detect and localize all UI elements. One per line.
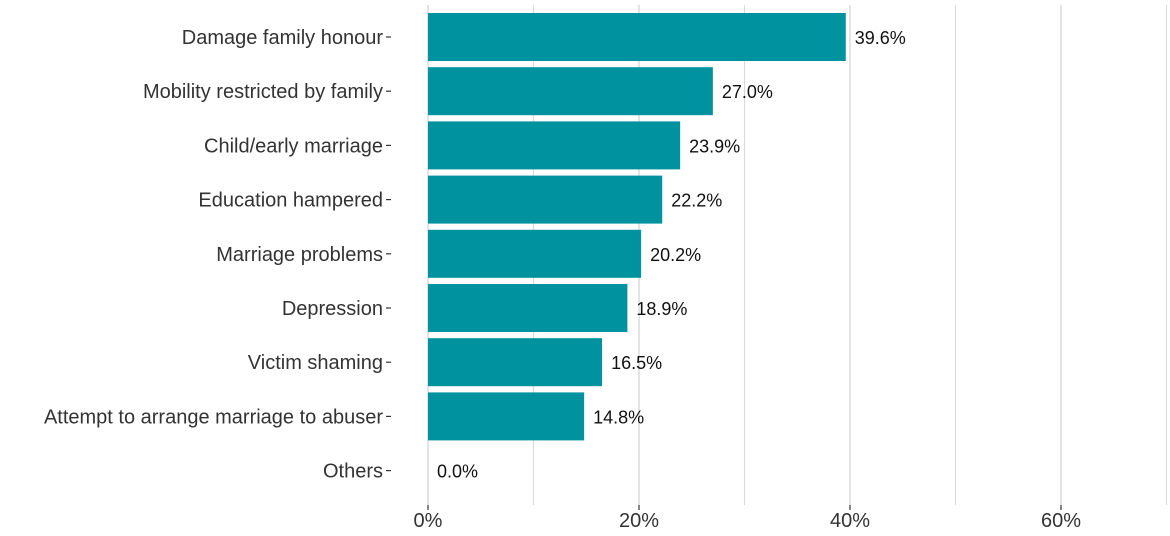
- bar: [428, 229, 642, 278]
- bar: [428, 121, 681, 170]
- x-tick-label: 60%: [1041, 510, 1081, 531]
- category-label: Education hampered: [198, 190, 383, 212]
- data-label: 20.2%: [650, 245, 701, 265]
- bar: [428, 175, 663, 224]
- data-label: 14.8%: [593, 407, 644, 427]
- category-label: Marriage problems: [216, 244, 383, 266]
- data-label: 0.0%: [437, 462, 478, 482]
- data-label: 22.2%: [671, 191, 722, 211]
- data-label: 16.5%: [611, 353, 662, 373]
- x-tick-label: 40%: [830, 510, 870, 531]
- data-label: 27.0%: [722, 82, 773, 102]
- data-label: 18.9%: [636, 299, 687, 319]
- bar: [428, 67, 713, 116]
- category-label: Damage family honour: [182, 27, 384, 49]
- x-tick-label: 20%: [619, 510, 659, 531]
- bar: [428, 13, 846, 61]
- data-label: 39.6%: [855, 28, 906, 48]
- category-label: Mobility restricted by family: [143, 81, 383, 103]
- x-tick-label: 0%: [414, 510, 443, 531]
- category-label: Attempt to arrange marriage to abuser: [44, 406, 383, 428]
- category-label: Others: [323, 461, 383, 483]
- bar: [428, 284, 628, 332]
- category-label: Victim shaming: [248, 352, 383, 374]
- bar: [428, 392, 585, 441]
- category-label: Depression: [282, 298, 383, 320]
- data-label: 23.9%: [689, 136, 740, 156]
- bar: [428, 338, 603, 387]
- category-label: Child/early marriage: [204, 135, 383, 157]
